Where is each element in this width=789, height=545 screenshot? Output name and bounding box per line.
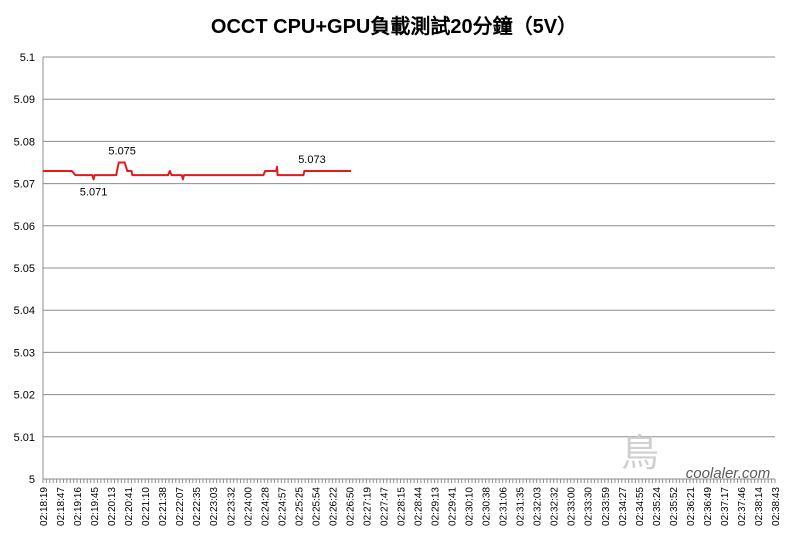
x-tick-label: 02:33:59: [601, 487, 612, 526]
y-tick-label: 5.02: [14, 390, 35, 402]
gridlines: [43, 56, 775, 438]
x-tick-label: 02:18:47: [56, 487, 67, 526]
x-tick-label: 02:24:57: [277, 487, 288, 526]
x-tick-label: 02:36:49: [703, 487, 714, 526]
x-tick-label: 02:33:30: [584, 487, 595, 526]
watermark-text: coolaler.com: [686, 465, 770, 482]
x-tick-label: 02:31:35: [516, 487, 527, 526]
x-tick-label: 02:30:10: [465, 487, 476, 526]
x-tick-label: 02:33:00: [567, 487, 578, 526]
x-tick-label: 02:35:24: [652, 487, 663, 526]
x-tick-label: 02:38:43: [771, 487, 782, 526]
y-tick-label: 5.1: [20, 52, 35, 64]
x-tick-label: 02:28:15: [396, 487, 407, 526]
series-layer: [43, 161, 352, 181]
x-tick-label: 02:28:44: [414, 487, 425, 526]
x-tick-label: 02:31:06: [499, 487, 510, 526]
data-labels: 5.075 5.071 5.073: [80, 146, 326, 199]
x-tick-label: 02:34:55: [635, 487, 646, 526]
x-tick-label: 02:36:21: [686, 487, 697, 526]
x-tick-label: 02:37:17: [720, 487, 731, 526]
x-axis-ticks: 02:18:19 02:18:47 02:19:16 02:19:45 02:20:13…: [39, 487, 782, 526]
axes: [42, 57, 776, 483]
x-tick-label: 02:23:03: [209, 487, 220, 526]
y-tick-label: 5.01: [14, 432, 35, 444]
x-tick-label: 02:23:32: [226, 487, 237, 526]
x-tick-label: 02:37:46: [737, 487, 748, 526]
data-label: 5.071: [80, 186, 108, 198]
y-tick-label: 5.05: [14, 263, 35, 275]
x-tick-label: 02:18:19: [39, 487, 50, 526]
y-tick-label: 5.07: [14, 179, 35, 191]
x-tick-label: 02:27:19: [362, 487, 373, 526]
chart-title: OCCT CPU+GPU負載測試20分鐘（5V）: [211, 14, 577, 38]
y-tick-label: 5: [29, 474, 35, 486]
x-tick-label: 02:25:25: [294, 487, 305, 526]
x-tick-label: 02:24:00: [243, 487, 254, 526]
x-tick-label: 02:26:50: [345, 487, 356, 526]
x-tick-label: 02:29:41: [448, 487, 459, 526]
x-tick-label: 02:21:10: [141, 487, 152, 526]
x-tick-label: 02:22:07: [175, 487, 186, 526]
x-tick-label: 02:29:13: [431, 487, 442, 526]
x-tick-label: 02:32:32: [550, 487, 561, 526]
x-tick-label: 02:32:03: [533, 487, 544, 526]
y-tick-label: 5.04: [14, 305, 35, 317]
x-tick-label: 02:20:41: [124, 487, 135, 526]
x-tick-label: 02:34:27: [618, 487, 629, 526]
x-tick-label: 02:35:52: [669, 487, 680, 526]
x-tick-label: 02:38:14: [754, 487, 765, 526]
y-axis-ticks: 5 5.01 5.02 5.03 5.04 5.05 5.06 5.07 5.08 5.09 5.1: [14, 52, 35, 486]
x-tick-label: 02:22:35: [192, 487, 203, 526]
x-tick-label: 02:24:28: [260, 487, 271, 526]
x-tick-label: 02:27:47: [379, 487, 390, 526]
x-tick-label: 02:20:13: [107, 487, 118, 526]
y-tick-label: 5.03: [14, 347, 35, 359]
y-tick-label: 5.06: [14, 221, 35, 233]
x-tick-label: 02:19:45: [90, 487, 101, 526]
x-tick-label: 02:26:22: [328, 487, 339, 526]
y-tick-label: 5.09: [14, 94, 35, 106]
data-label: 5.073: [298, 154, 326, 166]
x-tick-label: 02:21:38: [158, 487, 169, 526]
watermark-logo-glyph: 鳥: [621, 431, 659, 475]
x-tick-label: 02:25:54: [311, 487, 322, 526]
y-tick-label: 5.08: [14, 136, 35, 148]
x-tick-label: 02:30:38: [482, 487, 493, 526]
data-label: 5.075: [108, 146, 136, 158]
watermark: coolaler.com 鳥: [621, 431, 770, 482]
series-line: [43, 161, 352, 181]
x-tick-label: 02:19:16: [73, 487, 84, 526]
